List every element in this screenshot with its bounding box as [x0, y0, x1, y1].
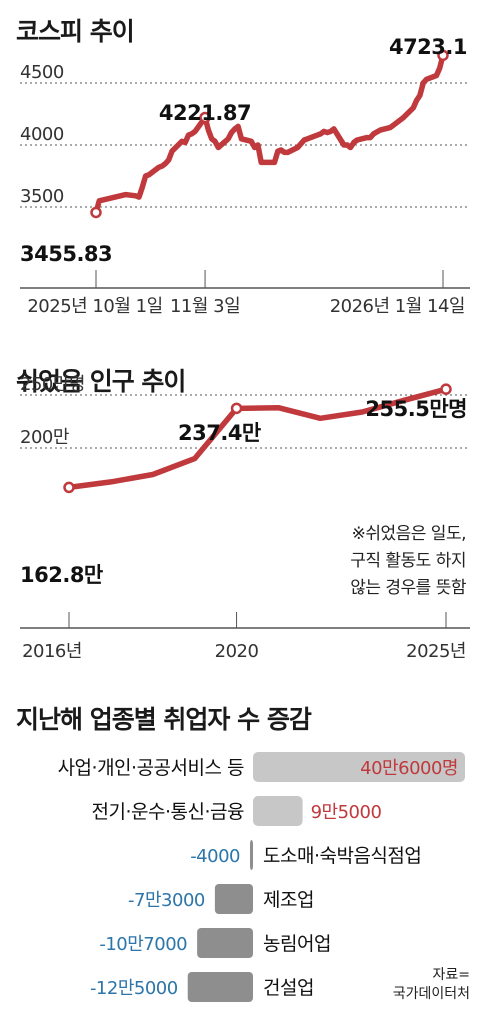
category-label: 도소매·숙박음식점업: [263, 845, 421, 867]
kospi-line-chart: 3500 4000 4500 2025년 10월 1일 11월 3일 2026년 1월 1…: [20, 35, 470, 317]
kospi-chart-title: 코스피 추이: [16, 17, 135, 46]
value-label: 9만5000: [311, 802, 382, 823]
x-tick-label: 11월 3일: [170, 296, 240, 317]
x-tick-label: 2025년 10월 1일: [27, 296, 162, 317]
y-tick-label: 200만: [20, 427, 69, 448]
bar: [253, 796, 303, 826]
bar: [214, 884, 253, 914]
annotation-start: 3455.83: [20, 242, 112, 266]
mid-point-marker: [230, 402, 243, 415]
y-tick-label: 250만명: [20, 374, 85, 395]
start-point-marker: [63, 481, 75, 494]
footnote-line: ※쉬었음은 일도,: [352, 524, 466, 544]
source-agency: 국가데이터처: [392, 986, 470, 1002]
y-tick-label: 4500: [20, 62, 64, 83]
x-tick-label: 2026년 1월 14일: [330, 296, 465, 317]
source-label: 자료=: [432, 967, 471, 983]
rest-population-series-line: [66, 386, 449, 491]
y-tick-label: 3500: [20, 186, 64, 207]
end-point-marker: [437, 49, 449, 62]
y-tick-label: 4000: [20, 124, 64, 145]
bar: [250, 840, 253, 870]
value-label: -4000: [190, 846, 240, 867]
kospi-series-line: [93, 52, 446, 216]
end-point-marker: [440, 383, 452, 395]
x-tick-label: 2025년: [406, 641, 466, 662]
value-label: -7만3000: [128, 890, 205, 911]
annotation-end: 255.5만명: [365, 397, 467, 421]
annotation-peak: 4221.87: [159, 101, 251, 125]
employment-chart-title: 지난해 업종별 취업자 수 증감: [16, 705, 312, 734]
bar: [187, 972, 253, 1002]
rest-population-line-chart: 200만 250만명 2016년 2020 2025년 162.8만 237.4만 255.5…: [20, 374, 470, 662]
footnote-line: 않는 경우를 뜻함: [350, 578, 467, 598]
start-point-marker: [90, 206, 102, 219]
rest-pop-chart-title: 쉬었음 인구 추이: [16, 367, 186, 396]
value-label: 40만6000명: [360, 758, 458, 779]
x-tick-label: 2020: [215, 641, 259, 662]
category-label: 전기·운수·통신·금융: [92, 801, 244, 823]
category-label: 제조업: [263, 889, 314, 911]
annotation-start: 162.8만: [20, 563, 103, 587]
bar: [197, 928, 253, 958]
category-label: 사업·개인·공공서비스 등: [58, 757, 244, 779]
source-note: 자료= 국가데이터처: [393, 966, 470, 1004]
category-label: 농림어업: [263, 933, 331, 955]
peak-point-marker: [199, 111, 211, 124]
value-label: -10만7000: [99, 934, 187, 955]
annotation-end: 4723.1: [389, 35, 467, 59]
category-label: 건설업: [263, 977, 314, 999]
x-tick-label: 2016년: [22, 641, 82, 662]
annotation-2020: 237.4만: [178, 421, 261, 445]
value-label: -12만5000: [90, 978, 178, 999]
footnote-line: 구직 활동도 하지: [350, 551, 466, 571]
bar: [253, 752, 465, 782]
